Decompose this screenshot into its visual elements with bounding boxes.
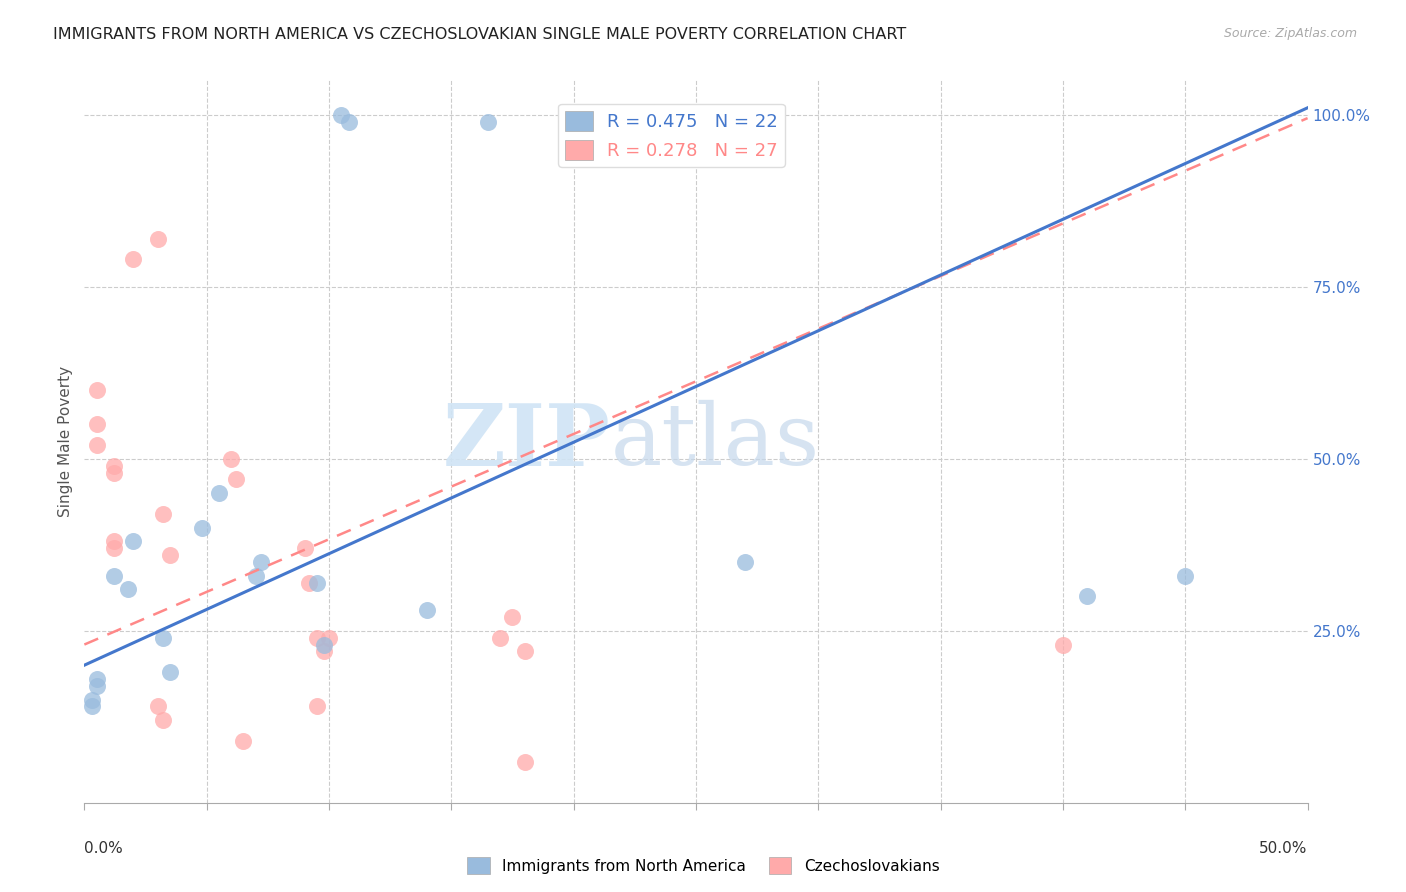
Point <box>159 665 181 679</box>
Text: 0.0%: 0.0% <box>84 841 124 856</box>
Point <box>86 438 108 452</box>
Point <box>1076 590 1098 604</box>
Point <box>208 486 231 500</box>
Point <box>117 582 139 597</box>
Point <box>219 451 242 466</box>
Point <box>152 631 174 645</box>
Point <box>103 466 125 480</box>
Point <box>330 108 353 122</box>
Point <box>86 679 108 693</box>
Point <box>314 638 336 652</box>
Point <box>159 548 181 562</box>
Point <box>249 555 271 569</box>
Point <box>122 534 145 549</box>
Point <box>318 631 340 645</box>
Point <box>103 458 125 473</box>
Point <box>146 699 169 714</box>
Point <box>152 507 174 521</box>
Point <box>305 631 328 645</box>
Point <box>225 472 247 486</box>
Point <box>294 541 316 556</box>
Point <box>232 734 254 748</box>
Point <box>298 575 321 590</box>
Point <box>305 575 328 590</box>
Text: IMMIGRANTS FROM NORTH AMERICA VS CZECHOSLOVAKIAN SINGLE MALE POVERTY CORRELATION: IMMIGRANTS FROM NORTH AMERICA VS CZECHOS… <box>53 27 907 42</box>
Text: ZIP: ZIP <box>443 400 610 483</box>
Point <box>305 699 328 714</box>
Point <box>152 713 174 727</box>
Point <box>477 114 499 128</box>
Point <box>1174 568 1197 582</box>
Point <box>103 541 125 556</box>
Point <box>191 520 214 534</box>
Point <box>103 568 125 582</box>
Point <box>513 755 536 769</box>
Y-axis label: Single Male Poverty: Single Male Poverty <box>58 366 73 517</box>
Point <box>502 610 524 624</box>
Point <box>86 672 108 686</box>
Text: Source: ZipAtlas.com: Source: ZipAtlas.com <box>1223 27 1357 40</box>
Point <box>103 534 125 549</box>
Point <box>80 699 103 714</box>
Point <box>416 603 439 617</box>
Point <box>86 383 108 397</box>
Point <box>122 252 145 267</box>
Point <box>245 568 267 582</box>
Point <box>513 644 536 658</box>
Point <box>489 631 512 645</box>
Legend: Immigrants from North America, Czechoslovakians: Immigrants from North America, Czechoslo… <box>461 851 945 880</box>
Point <box>146 231 169 245</box>
Text: 50.0%: 50.0% <box>1260 841 1308 856</box>
Text: atlas: atlas <box>610 400 820 483</box>
Point <box>734 555 756 569</box>
Point <box>80 692 103 706</box>
Point <box>1052 638 1074 652</box>
Point <box>314 644 336 658</box>
Legend: R = 0.475   N = 22, R = 0.278   N = 27: R = 0.475 N = 22, R = 0.278 N = 27 <box>558 103 785 167</box>
Point <box>337 114 360 128</box>
Point <box>86 417 108 432</box>
